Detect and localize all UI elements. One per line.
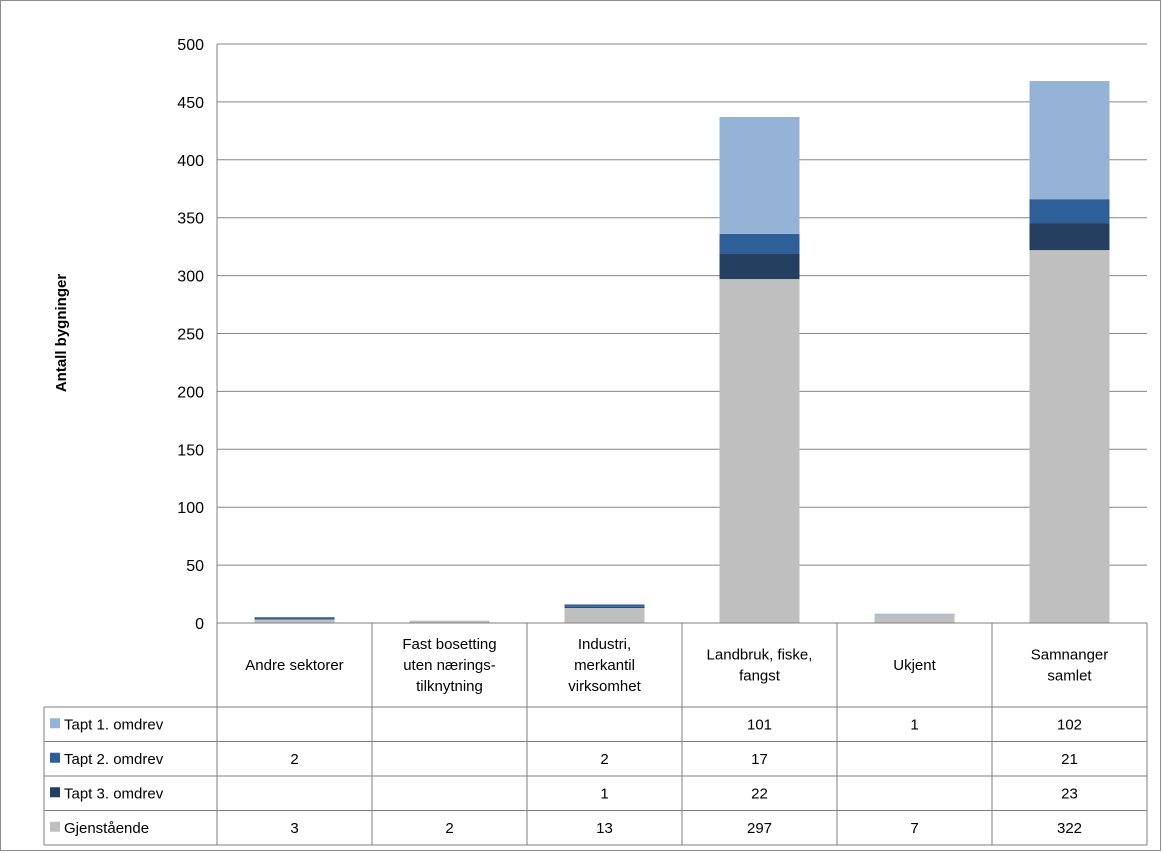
bar-segment	[1029, 199, 1110, 224]
data-label: 102	[1057, 716, 1082, 733]
data-label: 22	[751, 785, 768, 802]
y-tick-label: 250	[177, 327, 204, 344]
data-label: 2	[600, 751, 608, 768]
data-label: 2	[445, 820, 453, 837]
bar-segment	[719, 233, 800, 254]
legend-key	[50, 787, 60, 798]
y-axis-title: Antall bygninger	[53, 274, 70, 393]
y-tick-label: 200	[177, 384, 204, 401]
bar-segment	[564, 607, 645, 623]
category-label: virksomhet	[568, 678, 641, 695]
category-label: Fast bosetting	[402, 636, 496, 653]
data-label: 7	[910, 820, 918, 837]
bar-segment	[719, 116, 800, 234]
data-label: 2	[290, 751, 298, 768]
bar-segment	[1029, 250, 1110, 623]
bar-segment	[564, 604, 645, 607]
y-tick-label: 300	[177, 269, 204, 286]
legend-label: Tapt 3. omdrev	[64, 785, 164, 802]
category-label: Industri,	[578, 636, 631, 653]
y-tick-label: 0	[195, 616, 204, 633]
data-label: 322	[1057, 820, 1082, 837]
legend-label: Tapt 1. omdrev	[64, 716, 164, 733]
data-label: 17	[751, 751, 768, 768]
bar-segment	[719, 279, 800, 623]
bar-segment	[874, 614, 955, 623]
legend-key	[50, 718, 60, 729]
y-tick-label: 350	[177, 211, 204, 228]
data-label: 101	[747, 716, 772, 733]
category-label: samlet	[1047, 668, 1092, 685]
y-tick-label: 100	[177, 500, 204, 517]
y-tick-label: 400	[177, 153, 204, 170]
data-label: 3	[290, 820, 298, 837]
category-label: tilknytning	[416, 678, 483, 695]
category-label: uten nærings-	[403, 657, 496, 674]
bar-segment	[254, 617, 335, 620]
data-label: 23	[1061, 785, 1078, 802]
category-label: Andre sektorer	[245, 657, 343, 674]
legend-key	[50, 821, 60, 832]
bar-segment	[254, 619, 335, 623]
category-label: Landbruk, fiske,	[707, 647, 813, 664]
bar-segment	[409, 620, 490, 623]
category-label: merkantil	[574, 657, 635, 674]
data-label: 297	[747, 820, 772, 837]
category-label: Ukjent	[893, 657, 936, 674]
bar-segment	[719, 253, 800, 280]
y-tick-label: 50	[186, 558, 204, 575]
y-tick-label: 150	[177, 442, 204, 459]
y-tick-label: 500	[177, 37, 204, 54]
data-label: 21	[1061, 751, 1078, 768]
bar-segment	[1029, 81, 1110, 200]
data-label: 1	[600, 785, 608, 802]
legend-key	[50, 752, 60, 763]
legend-label: Tapt 2. omdrev	[64, 751, 164, 768]
bar-segment	[564, 606, 645, 608]
legend-label: Gjenstående	[64, 820, 149, 837]
bar-segment	[1029, 223, 1110, 251]
y-tick-label: 450	[177, 95, 204, 112]
data-label: 13	[596, 820, 613, 837]
bar-segment	[874, 613, 955, 615]
category-label: fangst	[739, 668, 781, 685]
category-label: Samnanger	[1031, 647, 1109, 664]
data-label: 1	[910, 716, 918, 733]
